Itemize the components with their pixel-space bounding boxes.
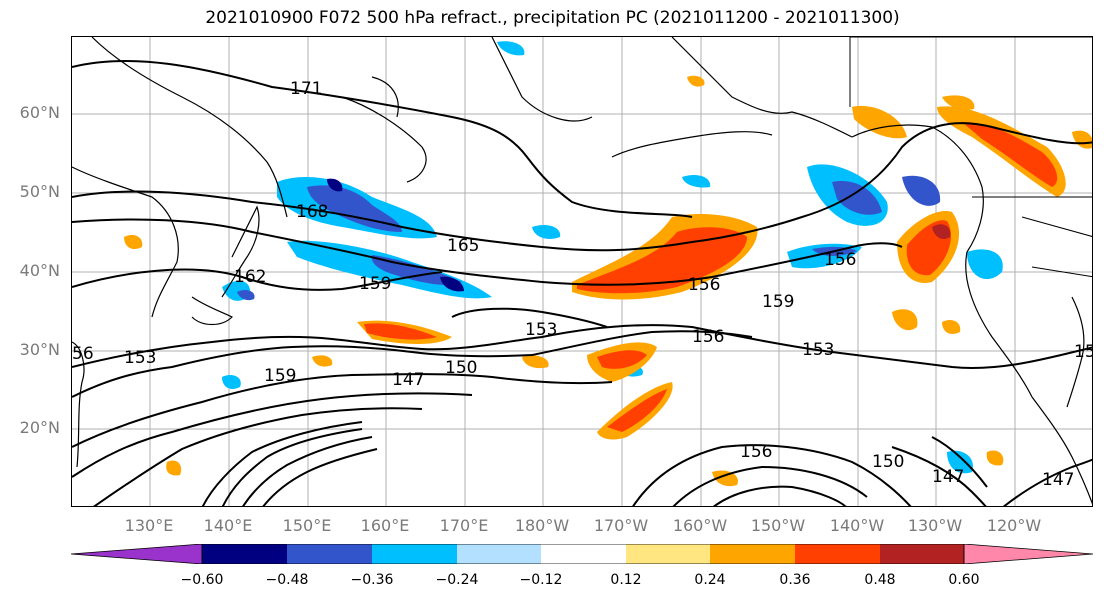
colorbar-tick-label: −0.60 [180, 572, 224, 588]
contour-label: 153 [1074, 342, 1093, 362]
contour-label: 153 [525, 320, 557, 340]
lon-label: 170°E [439, 516, 489, 535]
colorbar-swatch [626, 544, 710, 564]
contour-label: 165 [447, 236, 479, 256]
colorbar-tick-label: −0.12 [519, 572, 563, 588]
colorbar-swatch [202, 544, 287, 564]
contour-label: 156 [824, 250, 856, 270]
lon-label: 150°E [282, 516, 332, 535]
contour-label: 147 [392, 370, 424, 390]
colorbar-tick-label: 0.36 [779, 572, 811, 588]
lat-label: 40°N [19, 261, 60, 280]
lon-label: 140°W [829, 516, 885, 535]
contour-label: 147 [932, 467, 964, 487]
colorbar-tick-label: 0.60 [948, 572, 980, 588]
lon-label: 130°W [907, 516, 963, 535]
lon-label: 140°E [203, 516, 253, 535]
contour-label: 162 [234, 267, 266, 287]
colorbar-swatch [963, 544, 1094, 564]
contour-label: 171 [290, 79, 322, 99]
contour-label: 168 [296, 202, 328, 222]
borders [849, 37, 1092, 278]
lon-label: 150°W [750, 516, 806, 535]
colorbar-tick-label: −0.24 [435, 572, 479, 588]
colorbar-swatch [457, 544, 541, 564]
coastlines [72, 37, 1092, 505]
map-canvas: 171 168 165 162 159 156 153 150 147 156 … [72, 37, 1093, 506]
colorbar-tick-label: 0.12 [610, 572, 642, 588]
lon-label: 160°E [360, 516, 410, 535]
contour-label: 153 [124, 348, 156, 368]
contour-label: 159 [762, 292, 794, 312]
colorbar-tick-label: 0.24 [694, 572, 726, 588]
contour-label: 159 [264, 366, 296, 386]
contour-label: 156 [740, 442, 772, 462]
colorbar-swatch [710, 544, 795, 564]
map-panel: 171 168 165 162 159 156 153 150 147 156 … [71, 36, 1093, 507]
lon-label: 170°W [593, 516, 649, 535]
colorbar-swatch [795, 544, 880, 564]
lon-label: 120°W [986, 516, 1042, 535]
contour-label: 156 [688, 275, 720, 295]
contour-label: 56 [72, 344, 94, 364]
colorbar-swatch [541, 544, 626, 564]
negative-anomaly-areas [222, 41, 1003, 474]
colorbar-swatch [71, 544, 203, 564]
lon-label: 180°W [514, 516, 570, 535]
colorbar-tick-label: −0.48 [265, 572, 309, 588]
contour-label: 150 [872, 452, 904, 472]
contour-label: 147 [1042, 470, 1074, 490]
height-contours [72, 59, 1092, 506]
contour-labels: 171 168 165 162 159 156 153 150 147 156 … [72, 79, 1093, 490]
contour-label: 150 [445, 358, 477, 378]
colorbar-tick-label: −0.36 [350, 572, 394, 588]
lon-label: 130°E [124, 516, 174, 535]
colorbar-tick-label: 0.48 [864, 572, 896, 588]
colorbar-swatch [287, 544, 372, 564]
colorbar [71, 544, 1094, 564]
lon-label: 160°W [672, 516, 728, 535]
lat-label: 20°N [19, 418, 60, 437]
contour-label: 159 [359, 274, 391, 294]
lat-label: 30°N [19, 340, 60, 359]
colorbar-swatch [880, 544, 964, 564]
colorbar-frame [201, 544, 965, 564]
map-title: 2021010900 F072 500 hPa refract., precip… [205, 8, 900, 28]
lat-label: 60°N [19, 103, 60, 122]
colorbar-swatch [372, 544, 457, 564]
contour-label: 156 [692, 327, 724, 347]
lat-label: 50°N [19, 182, 60, 201]
contour-label: 153 [802, 340, 834, 360]
